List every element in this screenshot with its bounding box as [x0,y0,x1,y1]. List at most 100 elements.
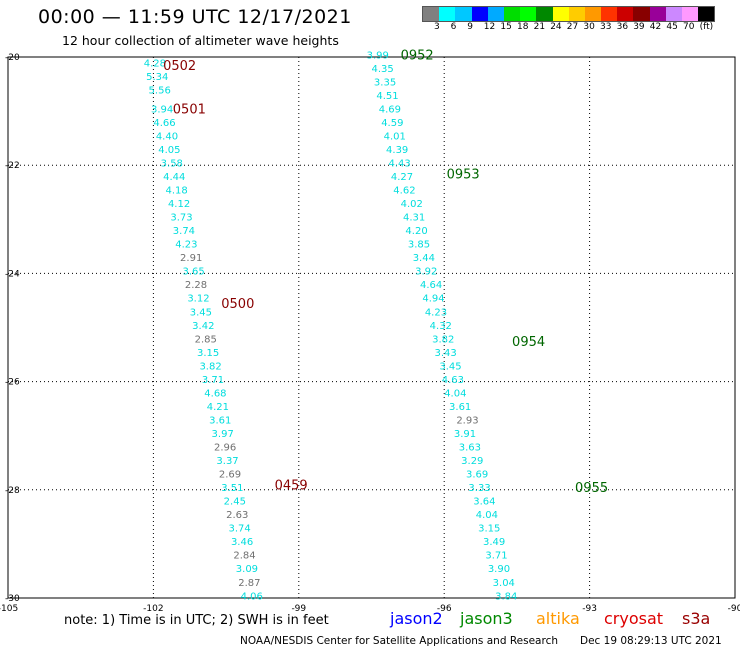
swh-value: 4.39 [386,145,408,156]
legend-label: 39 [633,22,645,32]
swh-value: 3.71 [485,551,507,562]
time-label: 0502 [163,59,196,74]
legend-swatch [698,7,715,21]
swh-value: 4.59 [381,118,403,129]
page-subtitle: 12 hour collection of altimeter wave hei… [62,33,339,48]
legend-swatch [584,7,602,21]
legend-label: 30 [583,22,595,32]
swh-value: 3.45 [439,361,461,372]
y-tick-label: -30 [5,594,20,604]
swh-value: 3.49 [483,537,505,548]
swh-value: 4.66 [153,118,175,129]
swh-value: 4.40 [156,131,178,142]
legend-label: 45 [666,22,678,32]
legend-swatch [536,7,553,21]
swh-value: 3.09 [236,564,258,575]
legend-swatch [455,7,472,21]
swh-value: 2.69 [219,470,241,481]
swh-value: 3.58 [161,158,183,169]
legend-swatch [552,7,569,21]
y-tick-label: -28 [5,486,20,496]
swh-value: 4.94 [422,294,444,305]
x-tick-label: -99 [291,604,306,614]
swh-value: 2.91 [180,253,202,264]
y-tick-label: -22 [5,161,20,171]
swh-value: 3.61 [449,402,471,413]
swh-value: 4.35 [372,64,394,75]
swh-value: 3.63 [459,443,481,454]
swh-value: 4.23 [425,307,447,318]
swh-value: 3.44 [413,253,435,264]
footer-note: note: 1) Time is in UTC; 2) SWH is in fe… [64,613,329,628]
time-label: 0501 [173,102,206,117]
x-tick-label: -93 [582,604,597,614]
swh-value: 3.33 [468,483,490,494]
swh-value: 3.15 [197,348,219,359]
swh-value: 3.51 [221,483,243,494]
swh-value: 2.87 [238,578,260,589]
swh-value: 4.01 [384,131,406,142]
swh-value: 4.23 [175,240,197,251]
legend-swatch [423,7,440,21]
swh-value: 3.85 [408,240,430,251]
swh-value: 3.74 [173,226,195,237]
legend-label: 18 [517,22,529,32]
swh-value: 2.96 [214,443,236,454]
swh-value: 3.71 [202,375,224,386]
swh-value: 3.15 [478,524,500,535]
legend-label: 27 [566,22,579,32]
swh-value: 4.63 [442,375,464,386]
legend-label: 33 [600,22,612,32]
swh-value: 3.65 [182,267,204,278]
legend-label: (ft) [699,22,714,32]
legend-swatch [487,7,504,21]
swh-value: 3.90 [488,564,510,575]
y-tick-label: -26 [5,378,20,388]
swh-value: 3.97 [212,429,234,440]
swh-value: 2.28 [185,280,207,291]
legend-swatch [633,7,650,21]
swh-value: 3.74 [229,524,251,535]
legend-swatch [439,7,456,21]
legend-swatch [649,7,666,21]
swh-value: 4.12 [168,199,190,210]
color-legend-bar [422,6,716,22]
swh-value: 4.68 [204,388,226,399]
satellite-legend-item: altika [536,609,580,628]
swh-value: 5.56 [149,85,171,96]
swh-value: 4.18 [166,186,188,197]
swh-value: 4.31 [403,213,425,224]
satellite-legend-item: cryosat [604,609,664,628]
swh-value: 2.45 [224,497,246,508]
swh-value: 4.04 [476,510,498,521]
swh-value: 4.27 [391,172,413,183]
swh-value: 4.32 [430,321,452,332]
swh-value: 3.35 [374,77,396,88]
swh-value: 4.20 [405,226,427,237]
swh-value: 3.69 [466,470,488,481]
swh-value: 4.06 [241,591,263,602]
y-tick-label: -20 [5,53,20,63]
x-tick-label: -90 [728,604,740,614]
credit-text: NOAA/NESDIS Center for Satellite Applica… [240,635,558,647]
time-label: 0500 [221,297,254,312]
legend-label: 70 [683,22,695,32]
swh-value: 2.84 [233,551,255,562]
swh-value: 3.61 [209,415,231,426]
swh-value: 3.94 [151,104,173,115]
swh-value: 3.82 [199,361,221,372]
swh-value: 5.34 [146,72,168,83]
legend-label: 9 [467,22,473,32]
legend-swatch [520,7,537,21]
time-label: 0952 [401,48,434,63]
legend-label: 42 [649,22,662,32]
swh-value: 4.05 [158,145,180,156]
legend-label: 3 [434,22,440,32]
x-tick-label: -96 [437,604,452,614]
legend-swatch [665,7,682,21]
swh-value: 3.43 [435,348,457,359]
page-title: 00:00 — 11:59 UTC 12/17/2021 [38,6,352,28]
timestamp-text: Dec 19 08:29:13 UTC 2021 [580,635,722,647]
legend-swatch [682,7,699,21]
